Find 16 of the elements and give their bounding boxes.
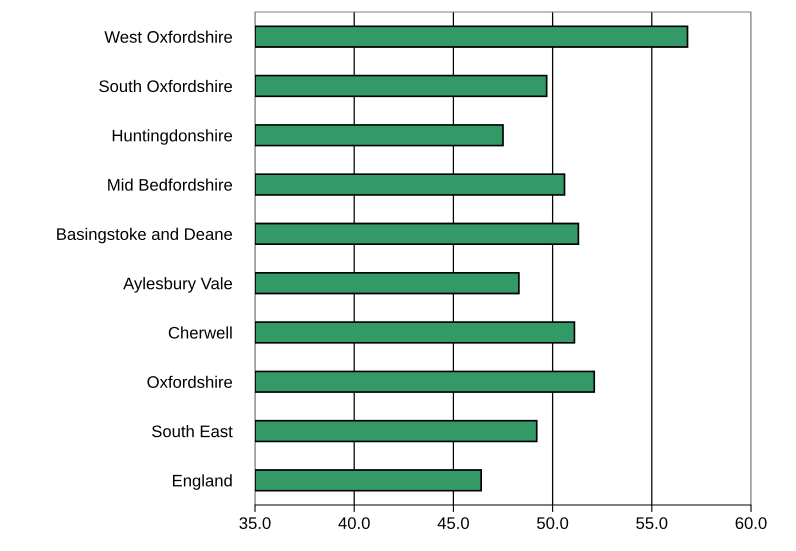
x-tick-label: 50.0 xyxy=(537,517,568,530)
x-tick-label: 45.0 xyxy=(438,517,469,530)
y-tick-label: Mid Bedfordshire xyxy=(108,178,232,191)
y-tick-label: England xyxy=(172,474,232,490)
y-tick-label: South East xyxy=(152,425,233,438)
y-tick-label: South Oxfordshire xyxy=(99,80,232,92)
x-tick-label: 35.0 xyxy=(239,517,271,530)
y-tick-label: Cherwell xyxy=(168,326,232,339)
y-tick-label: Aylesbury Vale xyxy=(123,277,232,293)
y-tick-label: Basingstoke and Deane xyxy=(57,228,232,244)
x-tick-label: 60.0 xyxy=(736,517,767,530)
x-tick-label: 40.0 xyxy=(338,517,370,530)
y-tick-label: Oxfordshire xyxy=(147,376,232,388)
x-tick-label: 55.0 xyxy=(636,517,668,530)
y-tick-label: West Oxfordshire xyxy=(104,30,232,43)
y-tick-label: Huntingdonshire xyxy=(112,129,232,145)
